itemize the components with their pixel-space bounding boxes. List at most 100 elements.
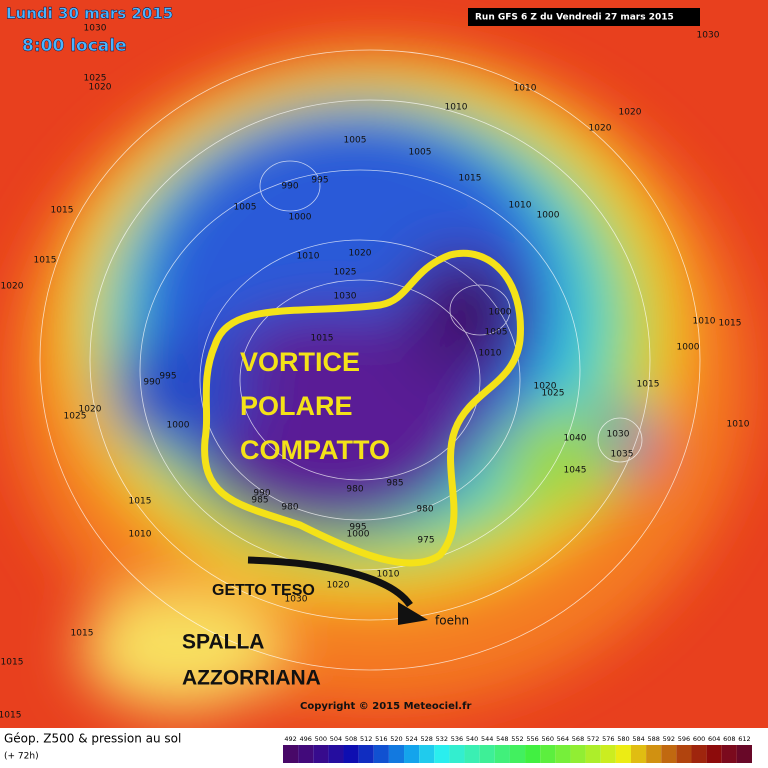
date: Lundi 30 mars 2015: [6, 5, 173, 23]
scale-swatch: [706, 745, 722, 763]
scale-swatch: [434, 745, 450, 763]
scale-label: 504: [330, 735, 342, 743]
scale-label: 500: [315, 735, 327, 743]
scale-label: 512: [360, 735, 372, 743]
isobar-label: 1005: [409, 148, 432, 158]
scale-label: 516: [375, 735, 387, 743]
isobar-label: 990: [281, 182, 298, 192]
isobar-label: 1020: [619, 108, 642, 118]
run-info: Run GFS 6 Z du Vendredi 27 mars 2015: [475, 13, 674, 23]
jet-arrowhead: [398, 602, 428, 625]
scale-swatch: [388, 745, 405, 763]
scale-swatch: [479, 745, 495, 763]
scale-swatch: [313, 745, 329, 763]
scale-swatch: [358, 745, 374, 763]
isobar-label: 1005: [485, 328, 508, 338]
scale-label: 520: [390, 735, 402, 743]
isobar-label: 1025: [334, 268, 357, 278]
scale-label: 528: [421, 735, 433, 743]
scale-swatch: [570, 745, 586, 763]
isobar-label: 1030: [697, 31, 720, 41]
scale-swatch: [600, 745, 616, 763]
scale-label: 556: [526, 735, 538, 743]
isobar-label: 1020: [589, 124, 612, 134]
color-scale: 492 496 500 504 508 512 516 520 524 528 532 536 540 5…: [283, 735, 752, 763]
scale-label: 588: [647, 735, 659, 743]
isobar-label: 1030: [84, 24, 107, 34]
geopotential-field: [10, 50, 750, 710]
isobar-label: 1020: [327, 581, 350, 591]
scale-label: 584: [632, 735, 644, 743]
isobar-label: 1025: [64, 412, 87, 422]
isobar-label: 1020: [89, 83, 112, 93]
isobar-label: 975: [417, 536, 434, 546]
scale-swatch: [676, 745, 692, 763]
isobar-label: 1015: [1, 658, 24, 668]
scale-swatch: [615, 745, 631, 763]
scale-swatch: [555, 745, 571, 763]
isobar-label: 1000: [347, 530, 370, 540]
copyright: Copyright © 2015 Meteociel.fr: [300, 701, 471, 712]
legend-title: Géop. Z500 & pression au sol: [4, 732, 181, 746]
isobar-label: 1015: [51, 206, 74, 216]
scale-label: 592: [663, 735, 675, 743]
isobar-label: 1000: [677, 343, 700, 353]
scale-swatch: [721, 745, 737, 763]
isobar-label: 1010: [693, 317, 716, 327]
scale-swatch: [509, 745, 526, 763]
isobar-label: 1005: [234, 203, 257, 213]
scale-label: 496: [299, 735, 311, 743]
scale-swatch: [736, 745, 752, 763]
isobar-label: 995: [311, 176, 328, 186]
isobar-label: 1010: [514, 84, 537, 94]
run-box: [468, 8, 700, 26]
isobar-label: 1025: [542, 389, 565, 399]
scale-label: 600: [693, 735, 705, 743]
isobars: [39, 49, 701, 671]
scale-swatch: [630, 745, 647, 763]
jet-label: GETTO TESO: [212, 582, 315, 599]
isobar-label: 1000: [289, 213, 312, 223]
isobar-label: 980: [281, 503, 298, 513]
isobar-label: 1030: [607, 430, 630, 440]
vortex-outline: [201, 249, 524, 567]
scale-swatch: [525, 745, 541, 763]
isobar-label: 985: [386, 479, 403, 489]
isobar-label: 1010: [129, 530, 152, 540]
scale-swatch: [298, 745, 314, 763]
scale-label: 524: [405, 735, 417, 743]
ridge-label: AZZORRIANA: [182, 667, 321, 690]
isobar-label: 1025: [84, 74, 107, 84]
isobar-label: 1010: [377, 570, 400, 580]
isobar-label: 1030: [285, 595, 308, 605]
isobar-label: 1015: [71, 629, 94, 639]
isobar-label: 1010: [445, 103, 468, 113]
scale-label: 492: [284, 735, 296, 743]
vortex-label: POLARE: [240, 391, 353, 421]
isobar-label: 990: [143, 378, 160, 388]
isobar-label: 1040: [564, 434, 587, 444]
scale-swatch: [328, 745, 344, 763]
isobar-label: 1020: [349, 249, 372, 259]
isobar-label: 1015: [719, 319, 742, 329]
isobar-label: 1015: [0, 711, 21, 721]
scale-label: 564: [557, 735, 569, 743]
vortex-label: COMPATTO: [240, 435, 390, 465]
isobar-label: 1010: [479, 349, 502, 359]
isobar-label: 1000: [167, 421, 190, 431]
ridge-label: SPALLA: [182, 631, 264, 654]
isobar-label: 1005: [344, 136, 367, 146]
scale-swatch: [283, 745, 299, 763]
scale-label: 552: [511, 735, 523, 743]
scale-swatch: [691, 745, 707, 763]
isobar-label: 1010: [727, 420, 750, 430]
foehn-label: foehn: [435, 614, 469, 628]
scale-label: 576: [602, 735, 614, 743]
isobar-label: 1015: [637, 380, 660, 390]
isobar-label: 1035: [611, 450, 634, 460]
scale-label: 604: [708, 735, 720, 743]
scale-label: 544: [481, 735, 493, 743]
isobar-label: 1020: [534, 382, 557, 392]
